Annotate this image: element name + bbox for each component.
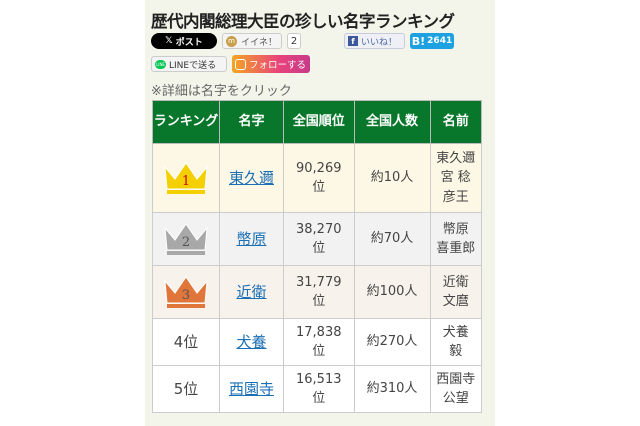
header-population: 全国人数 xyxy=(353,100,431,144)
mixi-count: 2 xyxy=(287,33,301,49)
national-rank-cell: 31,779位 xyxy=(283,265,355,319)
population-cell: 約270人 xyxy=(353,318,431,366)
full-name-cell: 東久邇宮 稔彦王 xyxy=(429,143,482,213)
surname-link[interactable]: 幣原 xyxy=(236,229,267,248)
full-name-cell: 近衛 文麿 xyxy=(429,265,482,319)
surname-link[interactable]: 近衛 xyxy=(236,282,267,301)
silver-crown-icon: 2 xyxy=(164,223,208,255)
population-cell: 約10人 xyxy=(353,143,431,213)
line-icon: LINE xyxy=(155,59,166,69)
mixi-like-button[interactable]: m イイネ！ xyxy=(222,33,282,49)
population-cell: 約100人 xyxy=(353,265,431,319)
gold-crown-icon: 1 xyxy=(164,162,208,194)
national-rank-cell: 90,269位 xyxy=(283,143,355,213)
rank-number: 1 xyxy=(182,174,190,189)
national-rank-cell: 38,270位 xyxy=(283,212,355,266)
rank-cell: 3 xyxy=(152,265,220,319)
instagram-follow-button[interactable]: フォローする xyxy=(232,55,310,73)
population-cell: 約310人 xyxy=(353,365,431,413)
population-cell: 約70人 xyxy=(353,212,431,266)
rank-number: 3 xyxy=(182,288,190,303)
surname-cell: 西園寺 xyxy=(219,365,284,413)
mixi-icon: m xyxy=(226,35,237,47)
facebook-like-button[interactable]: f いいね！ xyxy=(344,33,405,49)
surname-cell: 幣原 xyxy=(219,212,284,266)
full-name-cell: 幣原 喜重郎 xyxy=(429,212,482,266)
surname-link[interactable]: 東久邇 xyxy=(228,168,274,187)
rank-number: 2 xyxy=(182,235,190,250)
header-ranking: ランキング xyxy=(152,100,220,144)
rank-cell: 4位 xyxy=(152,318,220,366)
header-national-rank: 全国順位 xyxy=(283,100,355,144)
line-send-button[interactable]: LINE LINEで送る xyxy=(151,56,227,72)
full-name-cell: 西園寺 公望 xyxy=(429,365,482,413)
national-rank-cell: 17,838位 xyxy=(283,318,355,366)
table-row: 4位 犬養 17,838位 約270人 犬養 毅 xyxy=(152,318,482,366)
surname-cell: 犬養 xyxy=(219,318,284,366)
x-post-button[interactable]: 𝕏 ポスト xyxy=(151,33,217,49)
instruction-note: ※詳細は名字をクリック xyxy=(151,84,292,99)
table-row: 1 東久邇 90,269位 約10人 東久邇宮 稔彦王 xyxy=(152,143,482,213)
surname-link[interactable]: 西園寺 xyxy=(228,379,274,398)
national-rank-cell: 16,513位 xyxy=(283,365,355,413)
table-row: 3 近衛 31,779位 約100人 近衛 文麿 xyxy=(152,265,482,319)
table-row: 2 幣原 38,270位 約70人 幣原 喜重郎 xyxy=(152,212,482,266)
header-surname: 名字 xyxy=(219,100,284,144)
ranking-table: ランキング 名字 全国順位 全国人数 名前 1 東久邇 90,269位 約10人 東久邇… xyxy=(152,100,482,413)
surname-cell: 近衛 xyxy=(219,265,284,319)
surname-cell: 東久邇 xyxy=(219,143,284,213)
facebook-icon: f xyxy=(348,36,358,46)
page-title: 歴代内閣総理大臣の珍しい名字ランキング xyxy=(151,12,455,31)
hatena-bookmark-button[interactable]: B! 2641 xyxy=(410,33,454,49)
rank-cell: 5位 xyxy=(152,365,220,413)
rank-cell: 2 xyxy=(152,212,220,266)
table-row: 5位 西園寺 16,513位 約310人 西園寺 公望 xyxy=(152,365,482,413)
header-name: 名前 xyxy=(429,100,482,144)
instagram-icon xyxy=(235,58,246,70)
x-icon: 𝕏 xyxy=(165,36,176,46)
surname-link[interactable]: 犬養 xyxy=(236,332,267,351)
full-name-cell: 犬養 毅 xyxy=(429,318,482,366)
hatena-icon: B! xyxy=(411,34,426,48)
bronze-crown-icon: 3 xyxy=(164,276,208,308)
rank-cell: 1 xyxy=(152,143,220,213)
